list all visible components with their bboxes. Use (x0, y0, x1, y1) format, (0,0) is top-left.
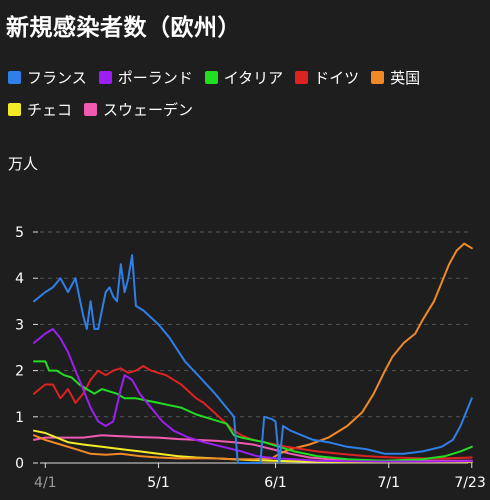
x-tick-label: 5/1 (147, 475, 170, 491)
legend-label: チェコ (27, 100, 73, 119)
x-tick-label: 7/1 (377, 475, 400, 491)
legend-item[interactable]: フランス (8, 68, 87, 87)
legend-label: 英国 (390, 68, 421, 87)
y-tick-label: 5 (15, 225, 24, 241)
legend-swatch (84, 102, 98, 116)
y-tick-label: 1 (15, 410, 24, 426)
series-line-英国 (33, 242, 473, 461)
chart-title: 新規感染者数（欧州） (6, 15, 241, 41)
legend-swatch (204, 70, 218, 84)
legend-label: ドイツ (314, 68, 360, 87)
legend: フランス ポーランド イタリア ドイツ 英国チェコ スウェーデン (8, 68, 486, 119)
legend-label: フランス (27, 68, 87, 87)
x-tick-label: 6/1 (264, 475, 287, 491)
series-line-スウェーデン (33, 434, 473, 462)
legend-item[interactable]: 英国 (371, 68, 421, 87)
series-line-ドイツ (33, 365, 473, 460)
legend-item[interactable]: ドイツ (295, 68, 360, 87)
x-tick-label: 4/1 (34, 475, 57, 491)
legend-swatch (98, 70, 112, 84)
legend-item[interactable]: チェコ (8, 100, 73, 119)
legend-swatch (371, 70, 385, 84)
series-line-フランス (33, 254, 473, 464)
legend-item[interactable]: ポーランド (98, 68, 193, 87)
y-tick-label: 0 (15, 456, 24, 472)
y-tick-label: 2 (15, 364, 24, 380)
series-line-ポーランド (33, 328, 473, 463)
legend-label: ポーランド (117, 68, 193, 87)
series-line-イタリア (33, 360, 473, 462)
legend-item[interactable]: イタリア (204, 68, 284, 87)
legend-label: イタリア (223, 68, 284, 87)
x-tick-label: 7/23 (454, 475, 485, 491)
legend-label: スウェーデン (103, 100, 194, 119)
y-tick-label: 3 (15, 317, 24, 333)
legend-swatch (8, 70, 21, 84)
legend-swatch (8, 102, 21, 116)
legend-swatch (295, 70, 309, 84)
y-tick-label: 4 (15, 271, 24, 287)
legend-item[interactable]: スウェーデン (84, 100, 194, 119)
y-axis-unit-label: 万人 (8, 155, 39, 173)
